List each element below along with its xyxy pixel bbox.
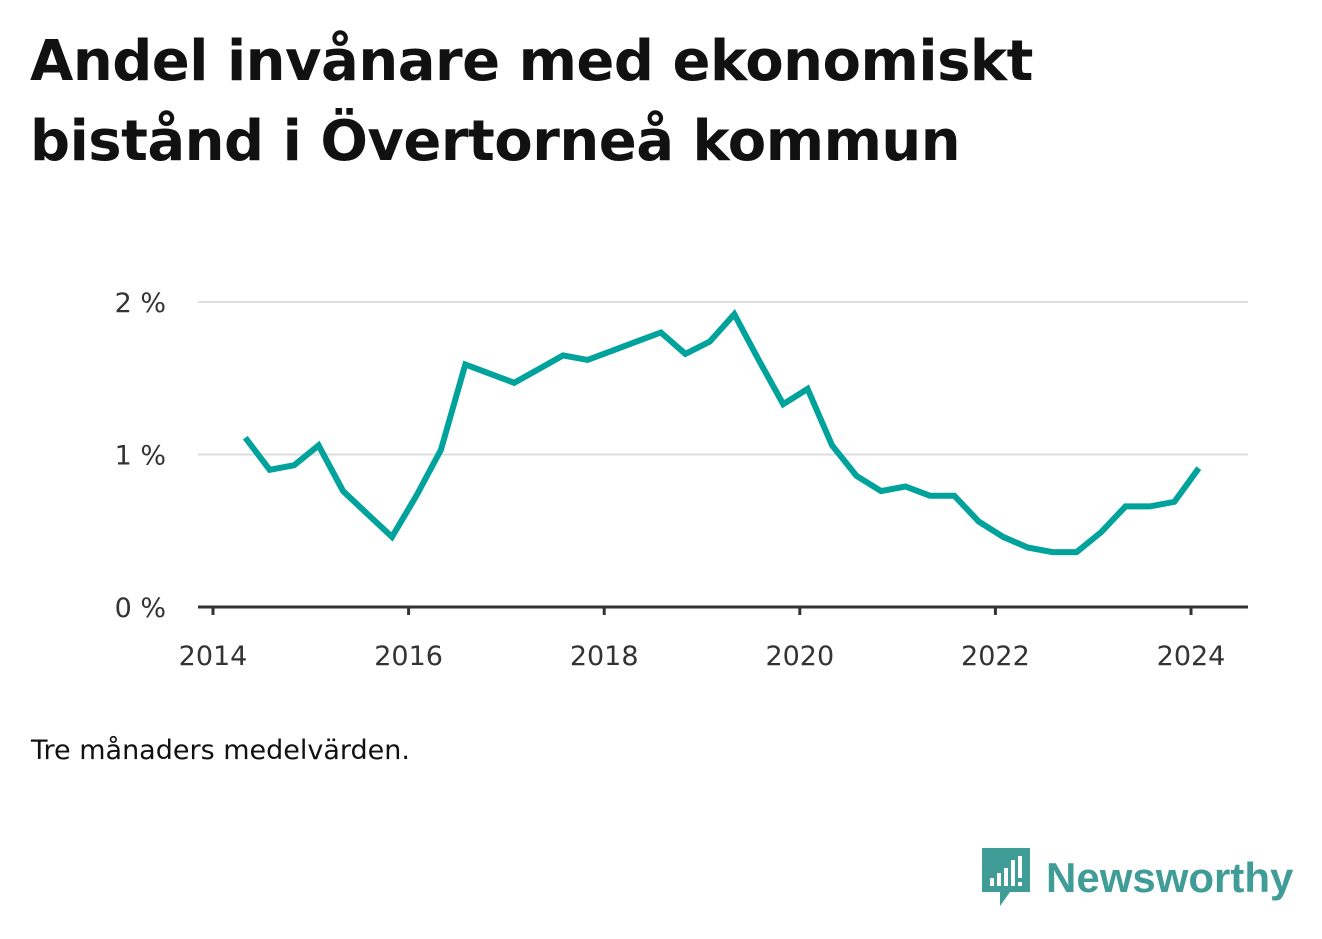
series-group <box>242 309 1202 556</box>
y-tick-label: 1 % <box>115 441 166 472</box>
brand-name: Newsworthy <box>1046 854 1294 901</box>
x-tick-label: 2020 <box>765 641 834 672</box>
x-tick-label: 2022 <box>961 641 1030 672</box>
y-tick-label: 2 % <box>115 288 166 319</box>
x-axis-labels: 2014 2016 2018 2020 2022 2024 <box>179 641 1226 672</box>
x-tick-label: 2018 <box>570 641 639 672</box>
x-tick-label: 2014 <box>179 641 248 672</box>
x-tick-label: 2024 <box>1157 641 1226 672</box>
y-axis-labels: 0 % 1 % 2 % <box>115 288 166 624</box>
chart-title: Andel invånare med ekonomiskt bistånd i … <box>30 29 1033 174</box>
brand: Newsworthy <box>980 846 1293 910</box>
grid-lines <box>198 301 1248 456</box>
chart-note: Tre månaders medelvärden. <box>31 735 410 766</box>
x-tick-label: 2016 <box>374 641 443 672</box>
x-axis <box>198 605 1248 615</box>
series-line <box>242 309 1202 556</box>
newsworthy-logo-icon <box>982 848 1030 906</box>
y-tick-label: 0 % <box>115 593 166 624</box>
